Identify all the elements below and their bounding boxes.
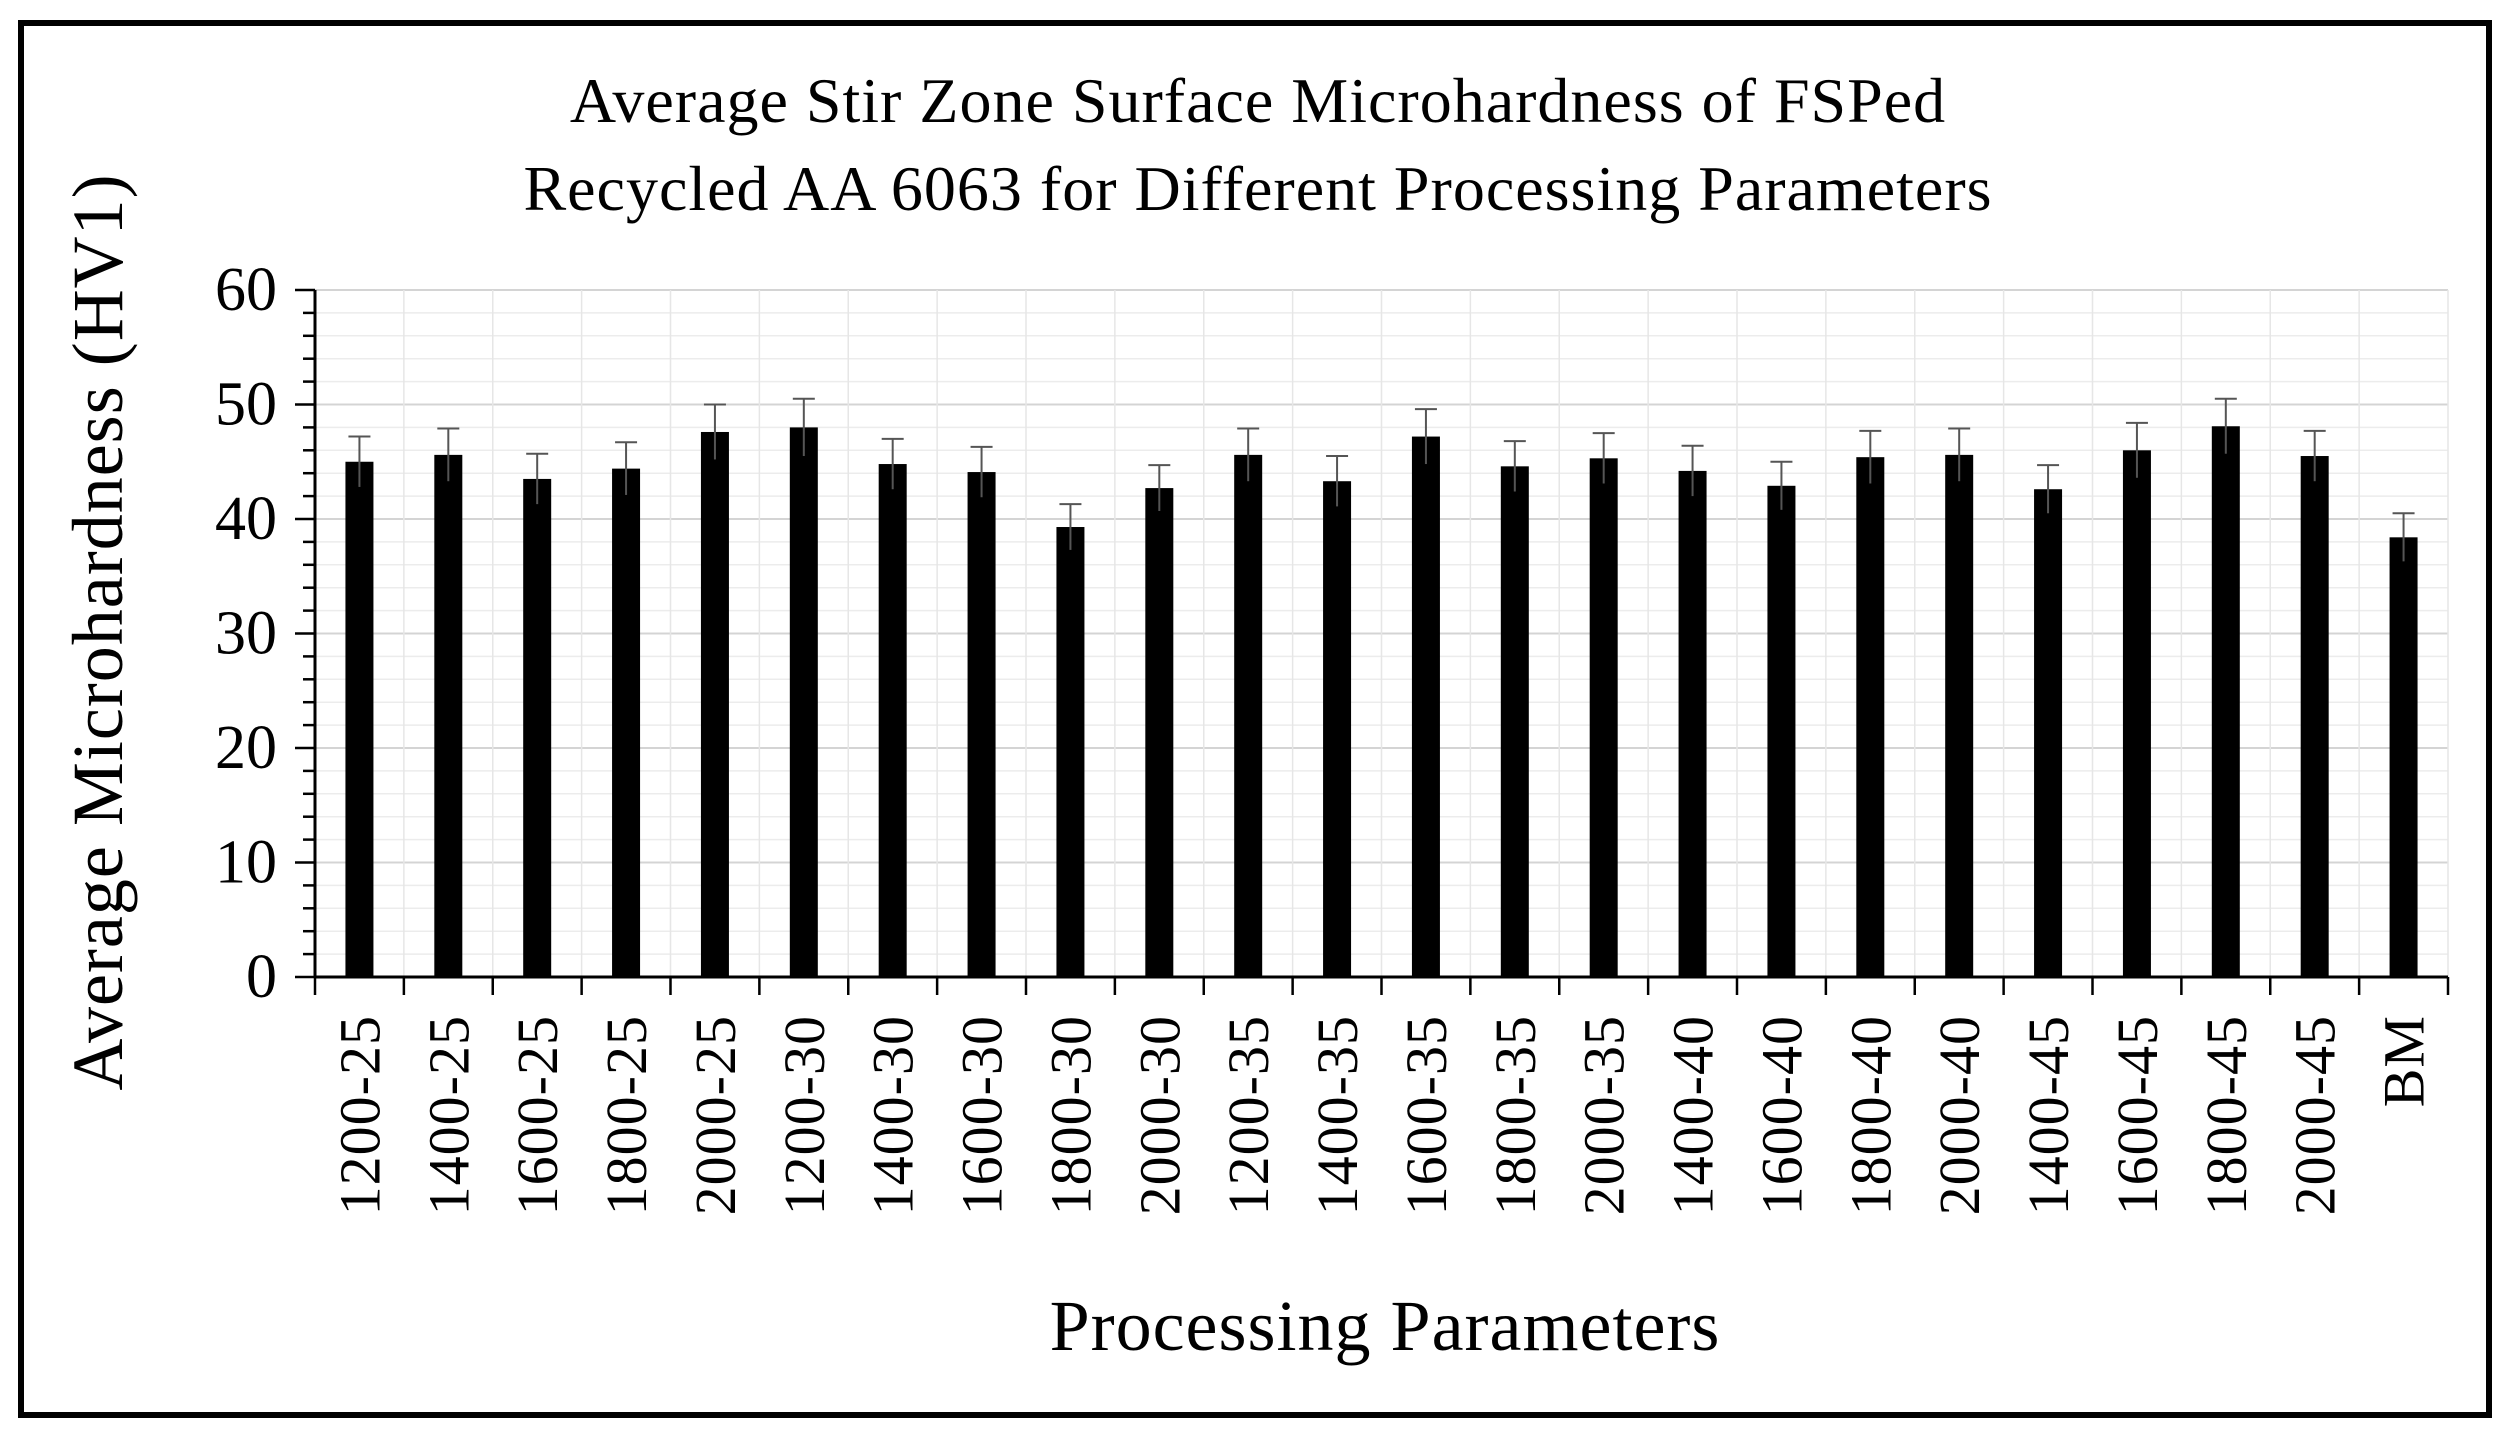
bar-1200-30 [789,427,818,977]
bar-1800-30 [1056,527,1085,977]
x-tick-label-1400-25: 1400-25 [416,1015,481,1215]
y-tick-label: 50 [215,371,277,439]
bar-1600-40 [1767,485,1796,977]
x-tick-label-2000-40: 2000-40 [1927,1015,1992,1215]
x-tick-label-1600-25: 1600-25 [505,1015,570,1215]
x-tick-label-2000-35: 2000-35 [1572,1015,1637,1215]
bar-1200-25 [345,461,374,977]
x-tick-label-1200-35: 1200-35 [1216,1015,1281,1215]
bar-1400-25 [434,454,463,977]
chart-title-line-2: Recycled AA 6063 for Different Processin… [523,153,1992,224]
x-tick-labels: 1200-25 1400-25 1600-25 1800-25 2000-25 1200-… [327,1015,2436,1215]
y-tick-labels: 0 10 20 30 40 50 60 [215,256,277,1011]
bar-1800-40 [1856,457,1885,977]
bars [345,426,2418,978]
x-axis-title: Processing Parameters [1050,1286,1721,1366]
y-tick-label: 60 [215,256,277,324]
x-tick-label-1800-40: 1800-40 [1838,1015,1903,1215]
x-tick-label-2000-25: 2000-25 [683,1015,748,1215]
bar-2000-30 [1145,488,1174,977]
gridlines [314,289,2449,977]
y-axis-title: Average Microhardness (HV1) [58,173,138,1090]
x-tick-label-1800-30: 1800-30 [1038,1015,1103,1215]
bar-bm [2389,537,2418,977]
bar-1400-30 [878,464,907,977]
bar-2000-35 [1589,458,1618,977]
x-tick-label-bm: BM [2372,1015,2437,1107]
x-tick-label-2000-45: 2000-45 [2283,1015,2348,1215]
bar-1600-25 [523,478,552,977]
bar-2000-25 [700,431,729,978]
bar-1600-35 [1411,436,1440,977]
y-tick-label: 10 [215,829,277,897]
y-tick-label: 0 [246,943,277,1011]
x-tick-label-1400-35: 1400-35 [1305,1015,1370,1215]
x-tick-label-1400-45: 1400-45 [2016,1015,2081,1215]
y-tick-label: 20 [215,714,277,782]
bar-1400-35 [1323,481,1352,977]
x-tick-label-1600-30: 1600-30 [950,1015,1015,1215]
x-tick-label-1400-30: 1400-30 [861,1015,926,1215]
bar-1800-25 [612,468,641,977]
bar-1400-45 [2034,489,2063,977]
y-tick-label: 30 [215,600,277,668]
x-tick-label-1400-40: 1400-40 [1661,1015,1726,1215]
x-tick-label-1200-30: 1200-30 [772,1015,837,1215]
bar-1600-45 [2122,450,2151,977]
bar-1400-40 [1678,470,1707,977]
x-tick-label-1800-35: 1800-35 [1483,1015,1548,1215]
bar-2000-40 [1945,454,1974,977]
x-tick-label-1800-25: 1800-25 [594,1015,659,1215]
x-tick-label-1200-25: 1200-25 [327,1015,392,1215]
bar-1800-45 [2211,426,2240,977]
chart-title-line-1: Average Stir Zone Surface Microhardness … [570,65,1946,136]
x-tick-label-1600-45: 1600-45 [2105,1015,2170,1215]
bar-1200-35 [1234,454,1263,977]
axes [295,288,2450,995]
bar-2000-45 [2300,456,2329,977]
bar-1600-30 [967,472,996,977]
y-tick-label: 40 [215,485,277,553]
x-tick-label-1600-35: 1600-35 [1394,1015,1459,1215]
x-tick-label-2000-30: 2000-30 [1127,1015,1192,1215]
x-tick-label-1800-45: 1800-45 [2194,1015,2259,1215]
bar-1800-35 [1500,466,1529,977]
error-bars [348,397,2415,562]
x-tick-label-1600-40: 1600-40 [1749,1015,1814,1215]
